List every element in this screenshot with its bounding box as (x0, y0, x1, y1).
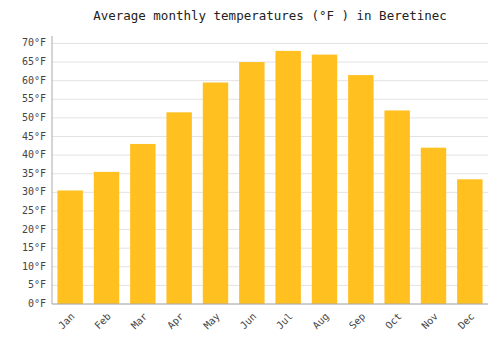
grid-line (52, 136, 488, 137)
y-tick-label: 5°F (28, 279, 46, 290)
x-tick-label: Apr (165, 311, 186, 332)
bar (275, 51, 300, 304)
grid-line (52, 62, 488, 63)
y-tick-label: 30°F (22, 186, 46, 197)
grid (52, 43, 488, 304)
chart-container: 0°F 5°F 10°F 15°F 20°F 25°F 30°F 35°F 40°F 45°F 50… (0, 0, 500, 350)
y-tick-label: 40°F (22, 149, 46, 160)
bar (384, 110, 409, 304)
bars (57, 51, 482, 304)
x-ticks: Jan Feb Mar Apr May Jun Jul Aug Sep Oct Nov Dec (56, 311, 476, 332)
bar (348, 75, 373, 304)
x-tick-label: Dec (456, 311, 477, 332)
y-tick-label: 55°F (22, 93, 46, 104)
y-tick-label: 65°F (22, 56, 46, 67)
y-tick-label: 70°F (22, 37, 46, 48)
bar (421, 148, 446, 304)
chart: 0°F 5°F 10°F 15°F 20°F 25°F 30°F 35°F 40°F 45°F 50… (0, 0, 500, 350)
y-tick-label: 25°F (22, 205, 46, 216)
bar (57, 190, 82, 304)
x-tick-label: Jun (238, 311, 259, 332)
y-tick-label: 35°F (22, 168, 46, 179)
y-tick-label: 60°F (22, 75, 46, 86)
x-tick-label: May (201, 311, 222, 332)
bar (239, 62, 264, 304)
bar (312, 55, 337, 304)
y-tick-label: 15°F (22, 242, 46, 253)
y-tick-label: 10°F (22, 261, 46, 272)
grid-line (52, 117, 488, 118)
bar (130, 144, 155, 304)
grid-line (52, 99, 488, 100)
y-tick-label: 0°F (28, 298, 46, 309)
y-tick-label: 20°F (22, 224, 46, 235)
bar (203, 83, 228, 304)
x-tick-label: Jul (274, 311, 295, 332)
y-axis-line (52, 36, 53, 304)
grid-line (52, 43, 488, 44)
bar (94, 172, 119, 304)
y-tick-label: 45°F (22, 131, 46, 142)
y-tick-label: 50°F (22, 112, 46, 123)
x-tick-label: Sep (347, 311, 368, 332)
x-tick-label: Feb (92, 311, 113, 332)
y-ticks: 0°F 5°F 10°F 15°F 20°F 25°F 30°F 35°F 40°F 45°F 50… (22, 37, 46, 309)
x-tick-label: Oct (383, 311, 404, 332)
x-tick-label: Mar (129, 311, 150, 332)
x-tick-label: Nov (419, 311, 440, 332)
bar (457, 179, 482, 304)
bar (166, 112, 191, 304)
title: Average monthly temperatures (°F ) in Be… (93, 8, 447, 23)
x-tick-label: Aug (310, 311, 331, 332)
grid-line (52, 304, 488, 305)
grid-line (52, 80, 488, 81)
x-tick-label: Jan (56, 311, 77, 332)
x-axis-line (52, 304, 488, 305)
